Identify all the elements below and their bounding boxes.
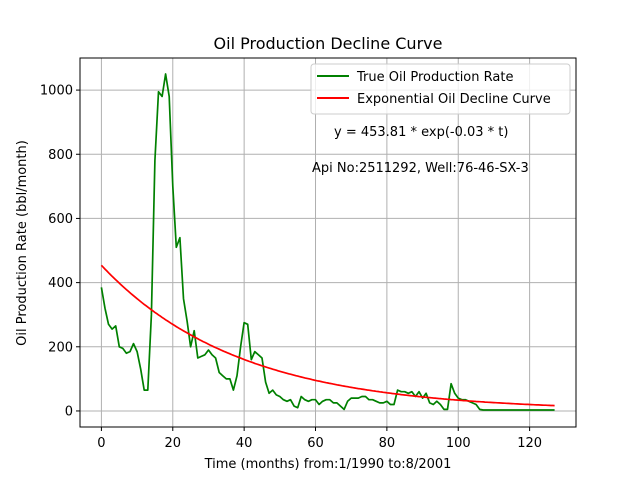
- y-tick-label: 400: [48, 276, 73, 291]
- tick-layer: 0 20 40 60 80 100 120 0 200 400 600 800 1000: [40, 84, 542, 451]
- series-true-oil-production-rate: [100, 73, 555, 411]
- chart-title: Oil Production Decline Curve: [214, 34, 443, 53]
- plot-frame: [79, 57, 577, 428]
- legend-box: [310, 63, 571, 115]
- x-tick-label: 40: [236, 436, 253, 451]
- x-tick-label: 80: [379, 436, 396, 451]
- legend-label-true-rate: True Oil Production Rate: [356, 70, 513, 85]
- legend-label-exponential-curve: Exponential Oil Decline Curve: [357, 92, 551, 107]
- equation-annotation: y = 453.81 * exp(-0.03 * t): [334, 125, 508, 140]
- x-axis-label: Time (months) from:1/1990 to:8/2001: [204, 457, 452, 472]
- series-exponential-oil-decline-curve: [100, 264, 555, 407]
- y-tick-label: 800: [48, 148, 73, 163]
- y-axis-label: Oil Production Rate (bbl/month): [15, 140, 30, 346]
- y-tick-label: 200: [48, 340, 73, 355]
- y-tick-label: 600: [48, 212, 73, 227]
- well-annotation: Api No:2511292, Well:76-46-SX-3: [312, 161, 529, 176]
- legend: True Oil Production Rate Exponential Oil…: [310, 63, 571, 115]
- x-tick-label: 60: [307, 436, 324, 451]
- x-tick-label: 20: [165, 436, 182, 451]
- y-tick-label: 1000: [40, 84, 73, 99]
- y-tick-label: 0: [65, 404, 73, 419]
- series-layer: [100, 73, 555, 411]
- x-tick-label: 100: [446, 436, 471, 451]
- x-tick-label: 0: [97, 436, 105, 451]
- x-tick-label: 120: [517, 436, 542, 451]
